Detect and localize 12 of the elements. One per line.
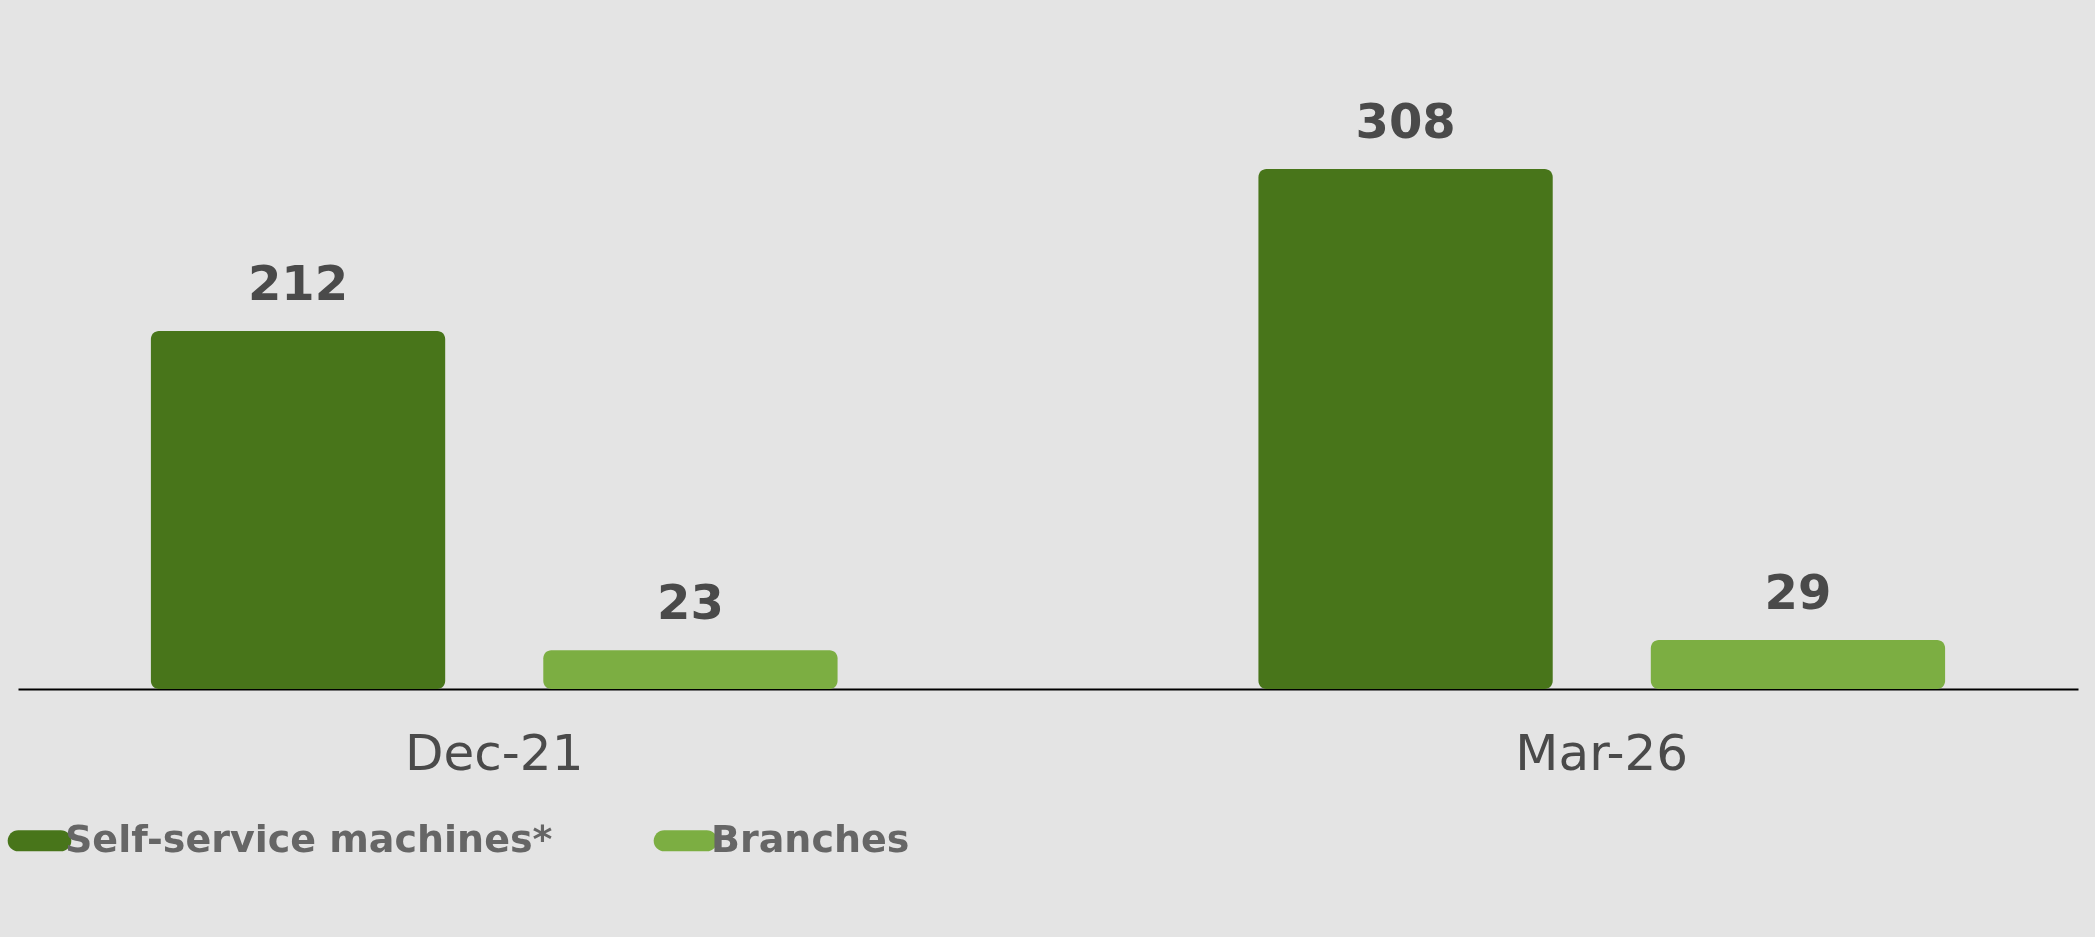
legend-label: Self-service machines*	[65, 816, 553, 861]
bar	[1258, 169, 1553, 689]
data-label: 29	[1764, 564, 1832, 621]
data-label: 212	[247, 255, 349, 312]
bar	[543, 650, 838, 689]
bar	[150, 331, 446, 689]
bar	[1650, 640, 1946, 689]
x-tick-label: Mar-26	[1515, 723, 1689, 782]
data-label: 308	[1355, 93, 1456, 149]
legend-label: Branches	[711, 816, 910, 861]
x-tick-label: Dec-21	[405, 723, 584, 782]
data-label: 23	[657, 574, 724, 631]
